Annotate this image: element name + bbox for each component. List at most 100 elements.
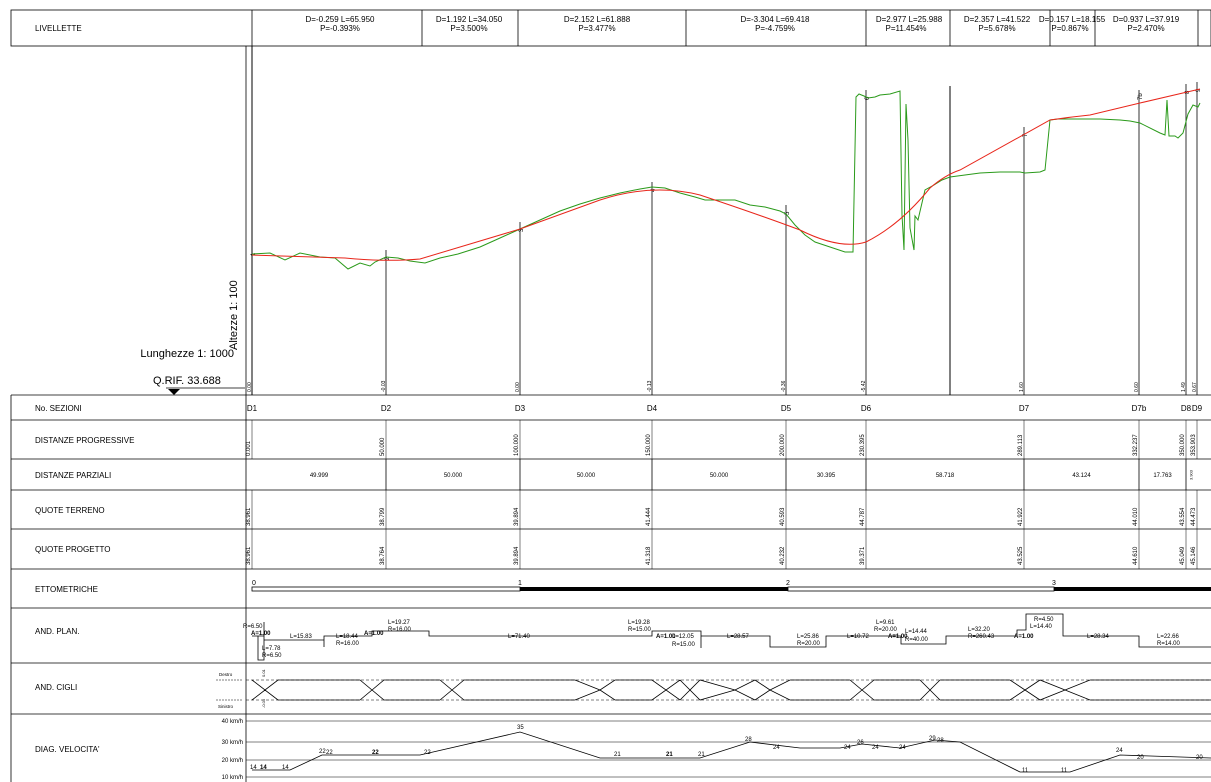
and-cigli-label: AND. CIGLI [35,683,77,692]
quota-terreno: 44.010 [1133,507,1139,526]
quota-progetto: 39.894 [514,546,520,565]
qrif-label: Q.RIF. 33.688 [153,375,221,387]
speed-axis-30: 30 km/h [222,740,243,746]
section-diff: 0.00 [247,382,253,392]
sezione-label: D7b [1132,404,1147,413]
quota-terreno: 38.799 [380,507,386,526]
livelletta-5-line1: D=2.977 L=25.988 [876,15,943,24]
speed-axis-40: 40 km/h [222,719,243,725]
distanza-parziale: 58.718 [936,473,955,479]
andplan-t16: L=28.57 [727,634,750,640]
and-plan-diagram: R=6.50 A=1.00 L=7.78 R=6.50 L=15.83 L=18… [243,613,1211,661]
quota-progetto: 38.764 [380,546,386,565]
lunghezze-scale-label: Lunghezze 1: 1000 [140,348,234,360]
etto-2: 2 [786,580,790,587]
distanza-parziale: 50.000 [577,473,596,479]
datum-marker-icon [168,389,180,395]
andplan-t3: R=6.50 [262,653,282,659]
andplan-t17: L=25.86 [797,634,820,640]
speed-24d: 24 [899,745,906,751]
section-diff: -5.42 [861,380,867,392]
sezione-label: D3 [515,404,526,413]
andplan-t2: L=7.78 [262,646,281,652]
speed-24c: 24 [872,745,879,751]
andplan-t13: A=1.00 [656,634,676,640]
cigli-d-value: 0.01 [261,668,266,677]
quota-progetto: 43.525 [1018,546,1024,565]
andplan-t29: L=14.40 [1030,624,1053,630]
diag-velocita-label: DIAG. VELOCITA' [35,745,100,754]
and-cigli-diagram: Destro Sinistro 0.01 -0.01 [216,668,1211,709]
etto-3: 3 [1052,580,1056,587]
livelletta-8-line1: D=0.937 L=37.919 [1113,15,1180,24]
speed-22c: 22 [372,750,379,756]
etto-1: 1 [518,580,522,587]
quota-progetto: 39.371 [860,546,866,565]
livelletta-6-line1: D=2.357 L=41.522 [964,15,1031,24]
terrain-profile-line [251,90,1201,270]
andplan-t0: R=6.50 [243,624,263,630]
speed-20a: 20 [1137,755,1144,761]
section-diff: -0.13 [647,380,653,392]
design-profile-line [251,88,1201,261]
andplan-t32: R=14.00 [1157,641,1181,647]
speed-28b: 28 [937,738,944,744]
livelletta-4-line1: D=-3.304 L=69.418 [741,15,810,24]
speed-24b: 24 [844,745,851,751]
livelletta-2-line2: P=3.500% [450,24,487,33]
andplan-t14: L=12.05 [672,634,695,640]
speed-14a: 14 [250,765,257,771]
speed-24e: 24 [1116,748,1123,754]
quota-terreno: 41.444 [646,507,652,526]
section-diff: 0.00 [515,382,521,392]
andplan-t27: A=1.00 [1014,634,1034,640]
speed-29: 29 [929,736,936,742]
sezione-label: D9 [1192,404,1203,413]
section-diff: 0.60 [1134,382,1140,392]
distanza-parziale: 50.000 [710,473,729,479]
andplan-t7: A=1.00 [364,631,384,637]
sezione-label: D4 [647,404,658,413]
andplan-t19: L=10.72 [847,634,870,640]
sezioni-label: No. SEZIONI [35,404,82,413]
sinistro-label: Sinistro [218,704,234,709]
sezione-label: D6 [861,404,872,413]
andplan-t21: R=20.00 [874,627,898,633]
ettometriche-bar: 0 1 2 3 [251,580,1211,592]
livelletta-6-line2: P=5.678% [978,24,1015,33]
quota-terreno: 40.593 [780,507,786,526]
andplan-t31: L=22.66 [1157,634,1180,640]
andplan-t22: A=1.00 [888,634,908,640]
sezione-label: D1 [247,404,258,413]
andplan-t5: L=18.44 [336,634,359,640]
andplan-t4: L=15.83 [290,634,313,640]
distanza-parziale: 49.999 [310,473,329,479]
livelletta-8-line2: P=2.470% [1127,24,1164,33]
andplan-t20: L=9.61 [876,620,895,626]
distanza-progressiva: 350.000 [1180,434,1186,456]
speed-24a: 24 [773,745,780,751]
quota-progetto: 45.049 [1180,546,1186,565]
section-diff: 1.60 [1019,382,1025,392]
andplan-t24: R=40.00 [905,637,929,643]
quote-progetto-label: QUOTE PROGETTO [35,545,110,554]
distanza-progressiva: 200.000 [780,434,786,456]
sezione-label: D2 [381,404,392,413]
andplan-t6: R=16.00 [336,641,360,647]
etto-0: 0 [252,580,256,587]
livellette-label: LIVELLETTE [35,24,82,33]
distanza-parziale: 30.395 [817,473,836,479]
speed-14b: 14 [260,765,267,771]
quota-terreno: 43.554 [1180,507,1186,526]
quota-terreno: 38.961 [246,507,252,526]
section-diff: 1.49 [1181,382,1187,392]
quota-progetto: 41.318 [646,546,652,565]
distanza-parziale: 3.903 [1189,469,1194,480]
section-tag: 3 [519,228,525,232]
ettometriche-label: ETTOMETRICHE [35,585,98,594]
distanze-progressive-label: DISTANZE PROGRESSIVE [35,436,134,445]
data-table: No. SEZIONI DISTANZE PROGRESSIVE DISTANZ… [10,394,1211,782]
speed-11b: 11 [1061,768,1068,774]
section-tag: 2 [385,256,391,260]
